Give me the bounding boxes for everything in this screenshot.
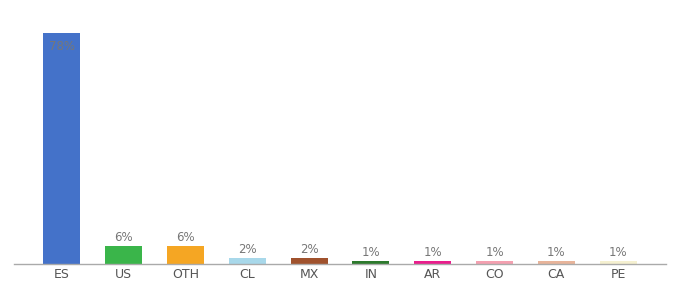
Bar [105,246,142,264]
Text: 2%: 2% [238,243,256,256]
Text: 1%: 1% [609,246,628,259]
Text: 1%: 1% [424,246,442,259]
Text: 1%: 1% [547,246,566,259]
Bar [44,33,80,264]
Text: 6%: 6% [176,231,194,244]
Text: 1%: 1% [486,246,504,259]
Text: 6%: 6% [114,231,133,244]
Bar [600,261,636,264]
Bar [538,261,575,264]
Bar [167,246,204,264]
Bar [352,261,390,264]
Bar [228,258,266,264]
Bar [290,258,328,264]
Text: 78%: 78% [49,40,75,53]
Bar [476,261,513,264]
Bar [414,261,452,264]
Text: 2%: 2% [300,243,318,256]
Text: 1%: 1% [362,246,380,259]
